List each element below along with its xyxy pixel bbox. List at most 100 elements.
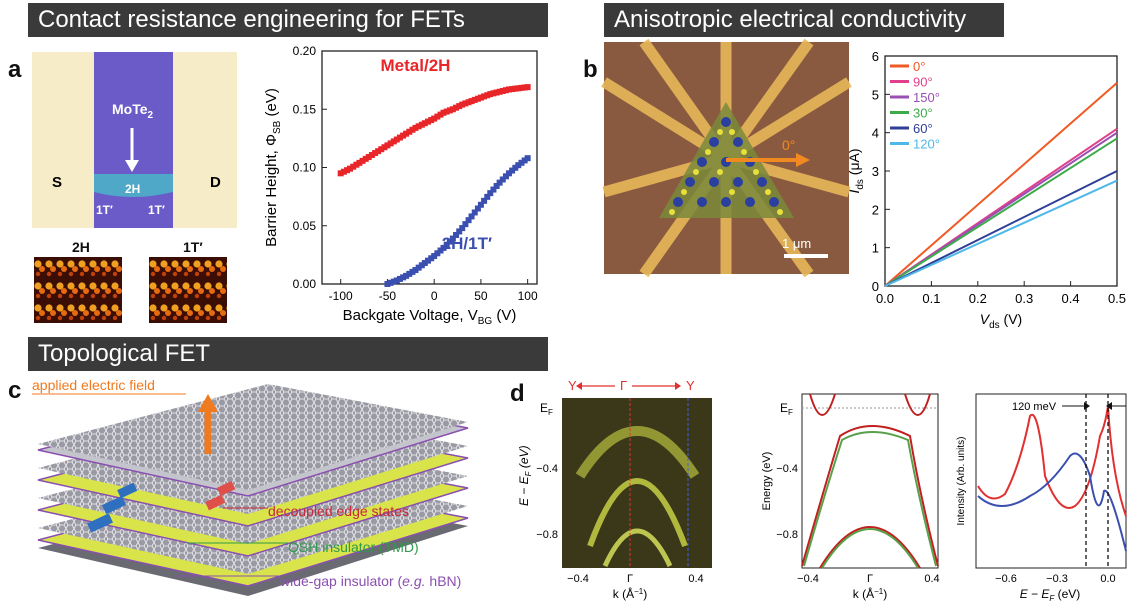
- device-drain-label: D: [210, 174, 221, 191]
- chart-b-ytick-label: 0: [872, 279, 879, 294]
- arpes-ytick-08: −0.8: [536, 529, 558, 541]
- chart-a-point: [505, 170, 512, 177]
- chart-a-point: [481, 93, 488, 100]
- stm-image-1t: [149, 257, 227, 323]
- chart-a-point: [484, 193, 491, 200]
- field-label: applied electric field: [32, 377, 155, 393]
- arpes-xlabel: k (Å−1): [613, 586, 647, 601]
- chart-a-point: [496, 88, 503, 95]
- chart-a-point: [359, 157, 366, 164]
- chart-a-point: [337, 170, 344, 177]
- qsh-label: QSH insulator (TMD): [288, 539, 419, 555]
- chart-a-point: [340, 168, 347, 175]
- chart-a-xtick-label: -100: [329, 289, 353, 303]
- chart-a-point: [365, 154, 372, 161]
- chart-a-point: [356, 159, 363, 166]
- chart-a-point: [481, 197, 488, 204]
- chart-a-xlabel: Backgate Voltage, VBG (V): [343, 307, 517, 327]
- calc-ytick-08: −0.8: [776, 529, 798, 541]
- barrier-height-chart: 0.00 0.05 0.10 0.15 0.20 -100 -50 0 50 100Backgat…: [263, 44, 538, 327]
- chart-a-point: [350, 163, 357, 170]
- chart-a-point: [459, 101, 466, 108]
- arpes-ytick-04: −0.4: [536, 463, 558, 475]
- microscope-image: 0° 1 μm: [601, 38, 852, 278]
- chart-a-ytick-label: 0.15: [293, 102, 317, 116]
- device-source-label: S: [52, 174, 62, 191]
- panel-label-b: b: [583, 56, 598, 83]
- wide-gap-label: wide-gap insulator (e.g. hBN): [279, 573, 461, 589]
- chart-a-point: [487, 91, 494, 98]
- chart-a-xtick-label: -50: [379, 289, 397, 303]
- panel-label-c: c: [8, 377, 22, 404]
- chart-a-point: [465, 217, 472, 224]
- chart-a-point: [524, 155, 531, 162]
- chart-a-point: [434, 250, 441, 257]
- chart-a-ytick-label: 0.05: [293, 219, 317, 233]
- chart-a-point: [375, 148, 382, 155]
- chart-a-xtick-label: 100: [518, 289, 538, 303]
- calc-ylabel: Energy (eV): [761, 452, 773, 511]
- chart-a-point: [396, 134, 403, 141]
- arpes-xtick-pos: 0.4: [688, 573, 703, 585]
- stm-label-1t: 1T′: [183, 239, 203, 255]
- chart-a-series-label: Metal/2H: [381, 56, 451, 75]
- chart-a-point: [431, 115, 438, 122]
- calc-xlabel: k (Å−1): [853, 586, 887, 601]
- section-banner-topo: Topological FET: [28, 337, 548, 371]
- chart-a-ytick-label: 0.00: [293, 277, 317, 291]
- chart-a-point: [518, 84, 525, 91]
- chart-a-point: [468, 213, 475, 220]
- chart-a-point: [496, 179, 503, 186]
- chart-a-point: [406, 270, 413, 277]
- chart-a-xtick-label: 0: [431, 289, 438, 303]
- chart-a-point: [387, 279, 394, 286]
- device-region-1t-right: 1T′: [148, 203, 165, 217]
- spectra-annotation: 120 meV: [1012, 401, 1057, 413]
- chart-a-point: [518, 159, 525, 166]
- device-region-2h: 2H: [125, 182, 140, 196]
- device-image: MoTe2 S D 2H 1T′ 1T′: [32, 52, 237, 228]
- calc-ef-label: EF: [780, 401, 793, 417]
- chart-a-point: [443, 108, 450, 115]
- chart-b-xtick-label: 0.1: [922, 291, 940, 306]
- chart-a-point: [493, 183, 500, 190]
- chart-b-legend-label: 30°: [913, 106, 933, 121]
- chart-a-point: [403, 130, 410, 137]
- chart-a-point: [368, 152, 375, 159]
- chart-a-point: [462, 221, 469, 228]
- spectra-xtick-03: −0.3: [1046, 573, 1068, 585]
- chart-b-ytick-label: 5: [872, 87, 879, 102]
- chart-a-series-label: 2H/1T′: [442, 234, 492, 253]
- chart-b-series-line: [884, 179, 1118, 287]
- calc-xtick-pos: 0.4: [924, 573, 939, 585]
- chart-a-point: [524, 84, 531, 91]
- chart-a-point: [393, 136, 400, 143]
- chart-a-point: [449, 235, 456, 242]
- arpes-panel: Y Γ Y EF −0.4 −0.8 E − EF (eV) −0.4 Γ 0.…: [517, 378, 712, 601]
- chart-b-series-line: [884, 170, 1118, 287]
- layer-stack: [37, 384, 469, 596]
- chart-b-ytick-label: 3: [872, 164, 879, 179]
- arpes-xtick-neg: −0.4: [567, 573, 589, 585]
- chart-b-ytick-label: 4: [872, 126, 879, 141]
- chart-a-point: [425, 118, 432, 125]
- chart-a-point: [499, 176, 506, 183]
- chart-a-point: [403, 272, 410, 279]
- chart-a-point: [490, 90, 497, 97]
- chart-b-xtick-label: 0.5: [1108, 291, 1126, 306]
- device-material-label: MoTe2: [112, 101, 154, 121]
- stm-label-2h: 2H: [72, 239, 90, 255]
- chart-a-ytick-label: 0.10: [293, 161, 317, 175]
- chart-a-point: [415, 123, 422, 130]
- calc-ytick-04: −0.4: [776, 463, 798, 475]
- chart-a-point: [459, 225, 466, 232]
- chart-b-xtick-label: 0.2: [969, 291, 987, 306]
- chart-b-legend-label: 150°: [913, 90, 940, 105]
- chart-a-point: [462, 100, 469, 107]
- chart-a-point: [415, 264, 422, 271]
- chart-a-point: [378, 146, 385, 153]
- chart-a-point: [425, 257, 432, 264]
- edge-states-label: decoupled edge states: [268, 503, 409, 519]
- chart-a-point: [453, 232, 460, 239]
- arpes-y-right: Y: [686, 378, 695, 393]
